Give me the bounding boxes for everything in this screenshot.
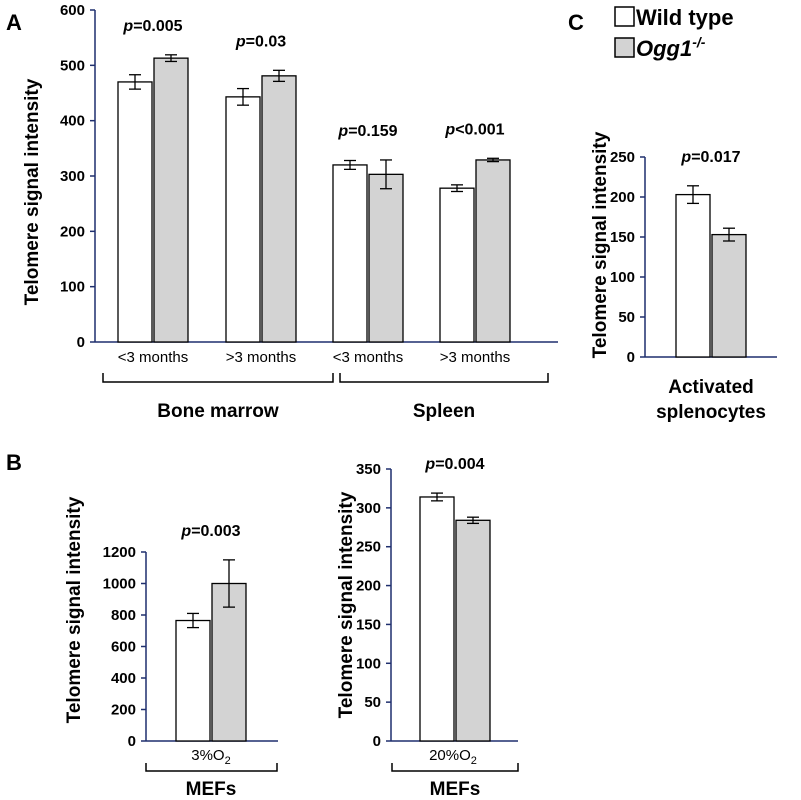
panel-b1-y-axis-label: Telomere signal intensity	[64, 496, 85, 723]
bar-wild-type	[439, 187, 475, 343]
y-tick-label: 200	[610, 189, 635, 206]
panel-b2-error-bars	[431, 492, 479, 525]
p-value-label: p=0.003	[180, 523, 240, 540]
legend-label-ogg1: Ogg1-/-	[636, 34, 706, 61]
bar-ogg1	[153, 57, 189, 343]
y-tick-label: 200	[60, 223, 85, 240]
panel-a-p-values: p=0.005 p=0.03 p=0.159 p<0.001	[122, 18, 504, 140]
panel-b2-group-label: MEFs	[430, 779, 481, 800]
y-tick-label: 100	[610, 269, 635, 286]
legend-label-wild-type: Wild type	[636, 5, 734, 30]
panel-a-error-bars	[129, 54, 499, 193]
panel-b2-category-label: 20%O2	[429, 747, 477, 767]
y-tick-label: 300	[60, 168, 85, 185]
y-tick-label: 200	[111, 702, 136, 719]
bar-wild-type	[117, 81, 153, 343]
y-tick-label: 0	[128, 733, 136, 750]
p-value-label: p<0.001	[444, 121, 504, 138]
panel-a-category-labels: <3 months >3 months <3 months >3 months	[118, 349, 510, 366]
bar-ogg1	[711, 233, 747, 358]
y-tick-label: 150	[610, 229, 635, 246]
y-tick-label: 0	[77, 334, 85, 351]
bar-ogg1	[368, 173, 404, 343]
group-label-spleen: Spleen	[413, 401, 475, 422]
bar-wild-type	[419, 496, 455, 742]
x-category-label: <3 months	[333, 349, 403, 366]
bar-ogg1	[475, 159, 511, 343]
panel-c-label: C	[568, 10, 584, 35]
bar-ogg1	[261, 75, 297, 343]
bar-wild-type	[225, 96, 261, 343]
x-category-label: <3 months	[118, 349, 188, 366]
panel-b1-y-axis: 0 200 400 600 800 1000 1200	[103, 544, 278, 750]
bar-ogg1	[455, 519, 491, 742]
legend-swatch-ogg1	[614, 37, 635, 58]
y-tick-label: 1000	[103, 576, 136, 593]
y-tick-label: 350	[356, 461, 381, 478]
panel-a-label: A	[6, 10, 22, 35]
y-tick-label: 500	[60, 57, 85, 74]
p-value-label: p=0.004	[424, 456, 484, 473]
panel-c-bars	[675, 193, 747, 358]
panel-b2-bars	[419, 496, 491, 742]
panel-c: C Wild type Ogg1-/- Telomere signal inte…	[568, 5, 777, 423]
panel-c-group-label-line-1: Activated	[668, 377, 754, 398]
panel-b2-bracket	[391, 763, 519, 772]
panel-a-bars	[117, 57, 511, 343]
bar-wild-type	[332, 164, 368, 343]
legend-swatch-wild-type	[614, 6, 635, 27]
y-tick-label: 150	[356, 616, 381, 633]
panel-b2-y-axis: 0 50 100 150 200 250 300 350	[356, 461, 518, 750]
x-category-label: >3 months	[440, 349, 510, 366]
y-tick-label: 400	[60, 113, 85, 130]
panel-b1-bars	[175, 582, 247, 742]
panel-c-p-values: p=0.017	[680, 149, 740, 166]
y-tick-label: 200	[356, 578, 381, 595]
panel-b1-bracket	[145, 763, 278, 772]
y-tick-label: 100	[60, 279, 85, 296]
p-value-label: p=0.017	[680, 149, 740, 166]
y-tick-label: 0	[627, 349, 635, 366]
panel-c-group-label-line-2: splenocytes	[656, 402, 766, 423]
panel-a-y-axis-label: Telomere signal intensity	[22, 78, 43, 305]
bar-wild-type	[675, 193, 711, 358]
y-tick-label: 600	[60, 2, 85, 19]
spleen-bracket	[339, 373, 549, 383]
p-value-label: p=0.159	[337, 123, 397, 140]
y-tick-label: 100	[356, 655, 381, 672]
x-category-label: >3 months	[226, 349, 296, 366]
panel-b1-error-bars	[187, 559, 235, 629]
panel-b-label: B	[6, 450, 22, 475]
panel-c-y-axis: 0 50 100 150 200 250	[610, 149, 777, 366]
legend: Wild type Ogg1-/-	[614, 5, 734, 61]
panel-c-y-axis-label: Telomere signal intensity	[590, 131, 611, 358]
y-tick-label: 1200	[103, 544, 136, 561]
y-tick-label: 300	[356, 500, 381, 517]
panel-b2-y-axis-label: Telomere signal intensity	[336, 491, 357, 718]
panel-b-20-percent-o2: Telomere signal intensity 0 50 100 150 200 25…	[336, 456, 519, 800]
panel-b1-p-values: p=0.003	[180, 523, 240, 540]
p-value-label: p=0.005	[122, 18, 182, 35]
y-tick-label: 250	[610, 149, 635, 166]
y-tick-label: 50	[618, 309, 635, 326]
y-tick-label: 0	[373, 733, 381, 750]
panel-b1-category-label: 3%O2	[191, 747, 230, 767]
panel-c-error-bars	[687, 185, 735, 242]
p-value-label: p=0.03	[235, 33, 286, 50]
panel-b2-p-values: p=0.004	[424, 456, 484, 473]
bar-wild-type	[175, 619, 211, 742]
panel-a: A Telomere signal intensity 0 100 200 300 40…	[6, 2, 558, 422]
panel-b1-group-label: MEFs	[186, 779, 237, 800]
panel-b-3-percent-o2: B Telomere signal intensity 0 200 400 600 80…	[6, 450, 278, 800]
y-tick-label: 600	[111, 639, 136, 656]
y-tick-label: 50	[364, 694, 381, 711]
y-tick-label: 800	[111, 607, 136, 624]
y-tick-label: 400	[111, 670, 136, 687]
group-label-bone-marrow: Bone marrow	[157, 401, 279, 422]
y-tick-label: 250	[356, 539, 381, 556]
bone-marrow-bracket	[102, 373, 334, 383]
